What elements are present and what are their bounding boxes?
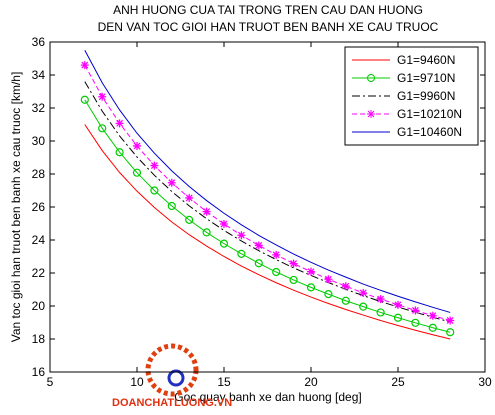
y-tick-label: 24: [32, 233, 46, 247]
marker: [167, 178, 176, 187]
chart-title: DEN VAN TOC GIOI HAN TRUOT BEN BANH XE C…: [98, 20, 439, 34]
marker: [376, 295, 385, 304]
x-tick-label: 10: [130, 375, 144, 389]
marker: [428, 323, 437, 332]
marker: [167, 201, 176, 211]
y-tick-label: 22: [32, 266, 46, 280]
y-tick-label: 18: [32, 332, 46, 346]
marker: [411, 318, 420, 327]
marker: [202, 228, 211, 237]
y-tick-label: 16: [32, 365, 46, 379]
marker: [324, 275, 333, 284]
marker: [254, 241, 263, 250]
x-tick-label: 30: [478, 375, 492, 389]
marker: [411, 306, 420, 315]
x-tick-label: 5: [47, 375, 54, 389]
marker: [80, 95, 89, 104]
marker: [428, 311, 437, 320]
marker: [272, 267, 281, 277]
marker: [132, 168, 142, 177]
y-tick-label: 26: [32, 200, 46, 214]
marker: [359, 302, 368, 311]
marker: [185, 193, 194, 202]
marker: [237, 249, 246, 258]
marker: [80, 61, 89, 70]
marker: [394, 300, 402, 309]
marker: [272, 250, 281, 259]
marker: [115, 148, 124, 157]
y-tick-label: 34: [32, 68, 46, 82]
marker: [220, 219, 228, 228]
legend-box: [344, 46, 479, 146]
marker: [133, 141, 141, 150]
line: [84, 64, 451, 322]
x-tick-label: 20: [304, 375, 318, 389]
marker: [289, 275, 298, 285]
plot-frame: [49, 41, 486, 373]
x-axis-label: Goc quay banh xe dan huong [deg]: [174, 390, 361, 404]
marker: [98, 124, 107, 133]
legend: G1=9460N G1=9710N G1=9960N G1=10210N G1=1046…: [344, 46, 479, 146]
marker: [219, 239, 229, 248]
marker: [289, 259, 298, 268]
marker: [359, 288, 368, 297]
marker: [376, 308, 385, 317]
marker: [254, 259, 263, 268]
y-tick-label: 30: [32, 134, 46, 148]
chart-title: ANH HUONG CUA TAI TRONG TREN CAU DAN HUO…: [113, 3, 423, 17]
marker: [150, 186, 159, 195]
marker: [341, 296, 350, 305]
legend-label: G1=10210N: [397, 107, 462, 121]
marker: [150, 161, 159, 170]
legend-marker: [367, 74, 375, 82]
marker: [341, 282, 350, 291]
legend-label: G1=10460N: [397, 125, 462, 139]
marker: [324, 290, 333, 299]
y-tick-label: 28: [32, 167, 46, 181]
y-tick-label: 36: [32, 35, 46, 49]
y-axis-label: Van toc gioi han truot ben banh xe cau t…: [9, 72, 23, 343]
watermark: DOANCHATLUONG.VN: [112, 397, 232, 409]
line: [84, 50, 451, 313]
marker: [185, 215, 194, 224]
marker: [237, 231, 246, 240]
x-tick-label: 15: [217, 375, 231, 389]
series: [84, 50, 451, 313]
marker: [446, 328, 455, 337]
series: [84, 124, 451, 340]
legend-marker: [367, 110, 375, 118]
marker: [306, 283, 316, 292]
line: [84, 124, 451, 340]
legend-label: G1=9460N: [397, 53, 455, 67]
series: [80, 95, 455, 337]
y-tick-label: 20: [32, 299, 46, 313]
series: [80, 61, 455, 325]
series: [84, 81, 451, 323]
line: [84, 81, 451, 323]
legend-label: G1=9710N: [397, 71, 455, 85]
marker: [446, 316, 455, 325]
legend-label: G1=9960N: [397, 89, 455, 103]
x-tick-label: 25: [391, 375, 405, 389]
marker: [307, 267, 315, 276]
marker: [115, 119, 124, 128]
line: [84, 99, 451, 333]
y-tick-label: 32: [32, 101, 46, 115]
watermark-logo: [145, 343, 199, 397]
marker: [393, 313, 403, 322]
marker: [98, 92, 107, 101]
marker: [202, 207, 211, 216]
